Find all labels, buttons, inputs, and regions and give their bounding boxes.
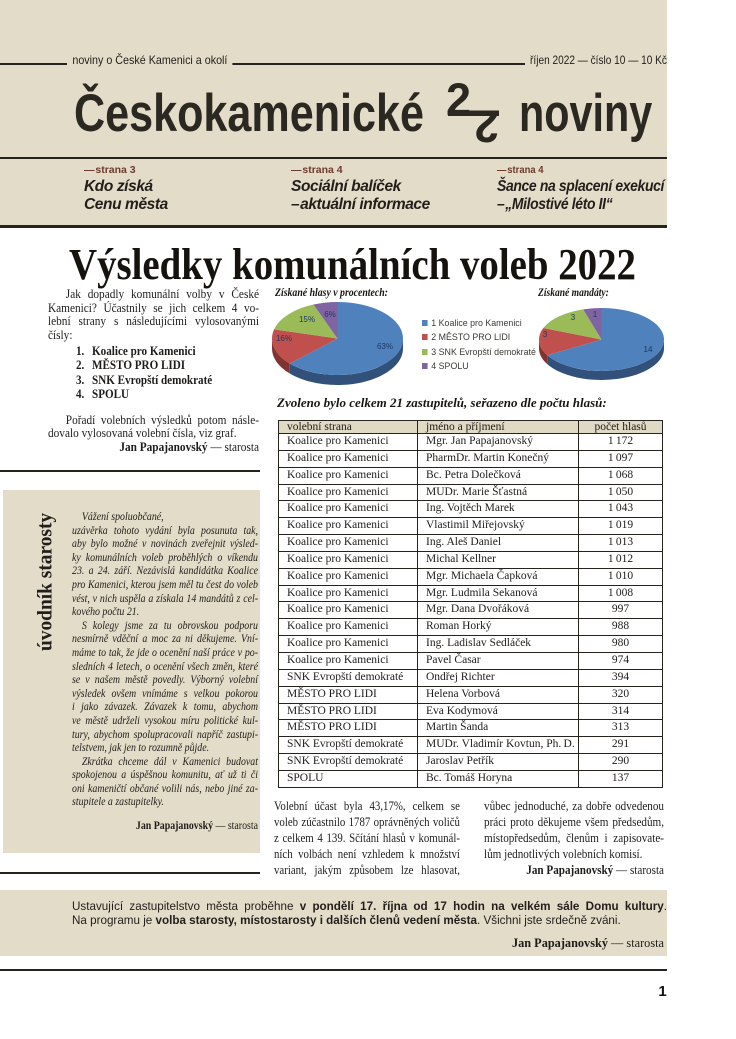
svg-text:6%: 6% xyxy=(324,310,336,319)
svg-text:2: 2 xyxy=(446,79,471,125)
svg-text:1: 1 xyxy=(593,310,598,319)
svg-text:16%: 16% xyxy=(276,334,292,343)
svg-text:2: 2 xyxy=(474,101,499,146)
svg-text:15%: 15% xyxy=(299,315,315,324)
svg-text:63%: 63% xyxy=(377,342,393,351)
svg-text:3: 3 xyxy=(543,330,548,339)
svg-text:14: 14 xyxy=(644,345,653,354)
svg-text:3: 3 xyxy=(571,313,576,322)
